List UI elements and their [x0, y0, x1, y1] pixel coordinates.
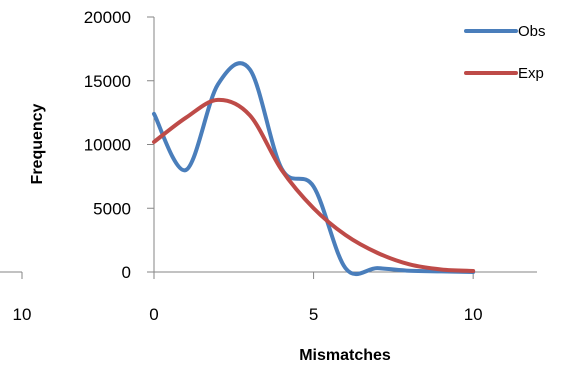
legend-label-exp: Exp: [518, 65, 544, 82]
y-tick-label: 20000: [84, 8, 131, 27]
y-tick-label: 5000: [93, 199, 131, 218]
left-panel-fragment: 10: [0, 271, 32, 324]
x-tick-label: 0: [149, 305, 158, 324]
y-ticks: 0 5000 10000 15000 20000: [84, 8, 154, 282]
y-tick-label: 0: [122, 263, 131, 282]
series-line-exp: [152, 97, 476, 273]
legend: Obs Exp: [464, 23, 546, 82]
y-tick-label: 15000: [84, 72, 131, 91]
left-panel-x-tick-label: 10: [13, 305, 32, 324]
x-tick-label: 5: [309, 305, 318, 324]
series-line-obs: [152, 61, 476, 277]
x-tick-label: 10: [464, 305, 483, 324]
y-tick-label: 10000: [84, 136, 131, 155]
x-axis-title: Mismatches: [299, 347, 391, 364]
x-ticks: 0 5 10: [149, 272, 483, 324]
legend-label-obs: Obs: [518, 23, 546, 40]
y-axis-title: Frequency: [29, 103, 46, 184]
series-group: [152, 61, 476, 277]
